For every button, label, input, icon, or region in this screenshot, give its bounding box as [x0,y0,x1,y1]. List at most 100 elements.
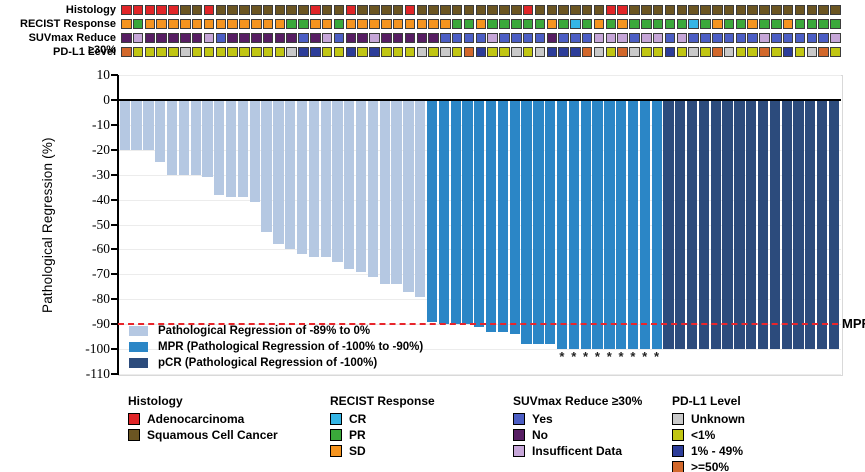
track-cell-pdl1 [794,46,806,57]
legend-item: Unknown [672,412,745,426]
track-cell-histology [428,4,439,15]
track-cell-pdl1 [251,46,262,57]
track-cell-suv [440,32,451,43]
track-cell-histology [262,4,274,15]
track-cell-histology [700,4,711,15]
legend-item: Yes [513,412,642,426]
legend-item: >=50% [672,460,745,472]
track-cell-histology [605,4,617,15]
track-cell-pdl1 [180,46,191,57]
plot-legend-label: MPR (Pathological Regression of -100% to… [158,341,424,353]
pdl1-M-swatch [672,444,684,457]
track-cell-pdl1 [593,46,605,57]
patient-bar [769,100,780,349]
y-tick-label: -110 [85,365,110,381]
track-cell-recist [652,18,664,29]
y-tick-label: -30 [92,166,110,182]
track-cell-suv [676,32,688,43]
patient-bar [698,100,710,349]
track-cell-recist [132,18,144,29]
y-tick [111,372,118,375]
legend-item-label: Squamous Cell Cancer [147,427,278,442]
track-cell-recist [700,18,711,29]
track-cell-recist [203,18,215,29]
track-cell-histology [310,4,321,15]
track-cell-pdl1 [298,46,309,57]
recist-PR-swatch [330,428,342,441]
patient-bar [663,100,674,349]
track-cell-suv [818,32,829,43]
track-cell-suv [475,32,487,43]
track-cell-pdl1 [345,46,357,57]
y-tick-label: -60 [92,241,110,257]
track-cell-suv [251,32,262,43]
track-cell-pdl1 [168,46,179,57]
track-cell-histology [830,4,841,15]
track-cell-recist [428,18,439,29]
track-cell-recist [664,18,676,29]
track-cell-pdl1 [262,46,274,57]
track-cell-pdl1 [227,46,238,57]
track-cell-pdl1 [463,46,475,57]
track-cell-recist [251,18,262,29]
track-cell-histology [723,4,735,15]
patient-bar [486,100,497,332]
track-cell-pdl1 [487,46,498,57]
track-cell-histology [392,4,404,15]
track-cell-pdl1 [641,46,652,57]
track-cell-recist [522,18,534,29]
track-cell-suv [239,32,250,43]
y-tick-label: -50 [92,216,110,232]
track-cell-suv [511,32,522,43]
track-cell-suv [463,32,475,43]
patient-bar [178,100,189,175]
y-tick [111,198,118,201]
track-cell-histology [771,4,782,15]
track-cell-histology [570,4,581,15]
track-cell-histology [203,4,215,15]
track-cell-histology [688,4,699,15]
track-cell-recist [735,18,747,29]
y-tick [111,248,118,251]
track-cell-pdl1 [546,46,558,57]
track-cell-pdl1 [215,46,227,57]
track-cell-recist [487,18,498,29]
patient-bar [225,100,237,198]
patient-bar [686,100,698,349]
track-cell-recist [180,18,191,29]
track-cell-suv [451,32,463,43]
track-cell-histology [617,4,628,15]
track-cell-histology [381,4,392,15]
track-cell-suv [759,32,770,43]
track-cell-pdl1 [806,46,818,57]
track-cell-histology [369,4,380,15]
track-cell-pdl1 [735,46,747,57]
track-cell-suv [558,32,569,43]
track-cell-recist [227,18,238,29]
patient-bar [450,100,461,325]
track-cell-histology [227,4,238,15]
patient-bar [155,100,166,163]
track-cell-pdl1 [747,46,758,57]
legend-item-label: SD [349,443,366,458]
patient-bar [415,100,426,297]
mpr-reference-line [118,323,838,325]
gridline [118,373,841,375]
patient-bar [604,100,615,349]
asterisk-marker: * [559,349,565,364]
patient-bar [639,100,650,349]
track-cell-histology [499,4,510,15]
asterisk-marker: * [653,349,660,364]
track-cell-recist [239,18,250,29]
track-cell-suv [593,32,605,43]
track-cell-pdl1 [369,46,380,57]
track-cell-recist [546,18,558,29]
patient-bar [781,100,792,349]
legend-item-label: 1% - 49% [691,443,744,458]
y-tick [111,348,118,350]
track-cell-recist [357,18,368,29]
legend-item: SD [330,443,435,458]
track-cell-histology [676,4,688,15]
track-cell-recist [759,18,770,29]
patient-bar [651,100,662,349]
